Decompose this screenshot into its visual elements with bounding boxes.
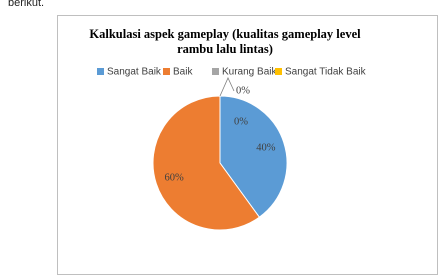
data-label: 60% [164,172,184,183]
pie-slice [152,95,261,231]
legend-swatch [212,68,219,75]
legend-swatch [275,68,282,75]
intro-text: berikut. [8,0,45,9]
data-label: 0% [236,85,250,96]
legend-label: Baik [173,67,193,78]
chart-title: Kalkulasi aspek gameplay (kualitas gamep… [89,27,361,56]
data-label: 40% [256,142,276,153]
page: berikut. Kalkulasi aspek gameplay (kuali… [8,0,438,275]
legend-swatch [163,68,170,75]
legend-label: Sangat Baik [107,67,162,78]
legend-label: Sangat Tidak Baik [285,67,367,78]
chart: Sangat Baik Baik Kurang Baik Sangat Tidak B… [97,67,367,231]
legend-label: Kurang Baik [222,67,277,78]
pie-slice [219,95,288,218]
data-label: 0% [234,116,248,127]
legend-swatch [97,68,104,75]
leader-line [219,77,235,97]
